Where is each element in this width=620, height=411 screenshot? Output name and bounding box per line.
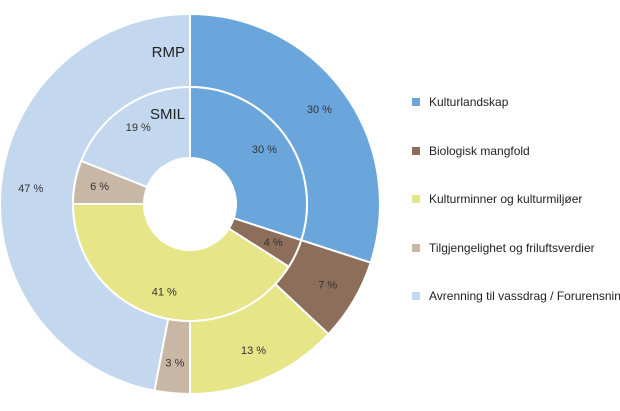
inner-label-kulturlandskap: 30 % bbox=[252, 144, 277, 156]
legend-label: Avrenning til vassdrag / Forurensning bbox=[429, 289, 620, 303]
inner-slice-kulturminner-og-kulturmiljoer bbox=[72, 203, 290, 322]
legend-item-kulturminner-og-kulturmiljoer: Kulturminner og kulturmiljøer bbox=[412, 192, 582, 206]
outer-label-avrenning-til-vassdrag-forurensning: 47 % bbox=[18, 183, 43, 195]
legend-label: Biologisk mangfold bbox=[429, 143, 530, 158]
inner-slice-avrenning-til-vassdrag-forurensning bbox=[80, 86, 191, 189]
labels-layer: 30 % 7 % 13 % 3 % 47 % 30 % 4 % 41 % 6 % 19 % bbox=[18, 104, 337, 369]
donut-chart: 30 % 7 % 13 % 3 % 47 % 30 % 4 % 41 % 6 % 19 % RMP… bbox=[0, 13, 381, 395]
legend-swatch bbox=[412, 98, 420, 106]
inner-label-avrenning-til-vassdrag-forurensning: 19 % bbox=[126, 122, 151, 134]
legend-swatch bbox=[412, 195, 420, 203]
legend-swatch bbox=[412, 292, 420, 300]
legend-item-kulturlandskap: Kulturlandskap bbox=[412, 95, 508, 109]
outer-ring-title: RMP bbox=[152, 44, 185, 61]
legend-label: Tilgjengelighet og friluftsverdier bbox=[429, 240, 595, 255]
legend-label: Kulturlandskap bbox=[429, 95, 509, 109]
inner-label-biologisk-mangfold: 4 % bbox=[264, 237, 283, 249]
legend-item-biologisk-mangfold: Biologisk mangfold bbox=[412, 144, 530, 158]
outer-label-biologisk-mangfold: 7 % bbox=[318, 279, 337, 291]
outer-label-tilgjengelighet-og-friluftsverdier: 3 % bbox=[165, 357, 184, 369]
inner-label-kulturminner-og-kulturmiljoer: 41 % bbox=[152, 286, 177, 298]
legend-item-tilgjengelighet-og-friluftsverdier: Tilgjengelighet og friluftsverdier bbox=[412, 241, 595, 255]
legend-label: Kulturminner og kulturmiljøer bbox=[429, 192, 583, 206]
outer-label-kulturlandskap: 30 % bbox=[307, 104, 332, 116]
legend-swatch bbox=[412, 243, 420, 252]
inner-label-tilgjengelighet-og-friluftsverdier: 6 % bbox=[90, 181, 109, 193]
slices-layer bbox=[0, 13, 381, 395]
outer-label-kulturminner-og-kulturmiljoer: 13 % bbox=[241, 345, 266, 357]
legend-swatch bbox=[412, 146, 420, 155]
inner-ring-title: SMIL bbox=[150, 106, 185, 123]
legend-item-avrenning-til-vassdrag-forurensning: Avrenning til vassdrag / Forurensning bbox=[412, 289, 620, 303]
inner-slice-kulturlandskap bbox=[189, 86, 308, 242]
